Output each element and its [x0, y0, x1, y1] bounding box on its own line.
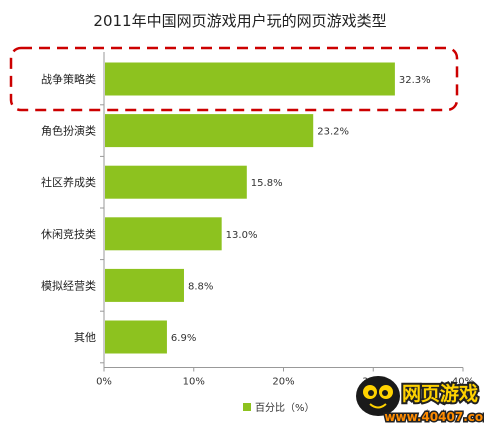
category-label: 战争策略类 — [41, 72, 96, 86]
highlight-box — [9, 46, 459, 112]
x-tick-label: 40% — [452, 377, 474, 388]
x-tick-label: 0% — [96, 377, 112, 388]
category-label: 其他 — [74, 331, 96, 344]
legend-label: 百分比（%） — [255, 402, 315, 414]
bar — [105, 62, 395, 96]
x-tick-label: 20% — [272, 377, 294, 388]
data-label: 6.9% — [171, 333, 196, 344]
data-label: 23.2% — [317, 127, 349, 138]
bar — [105, 217, 222, 251]
site-watermark-logo: 网页游戏 www.40407.com — [356, 376, 484, 426]
watermark-url: www.40407.com — [384, 410, 484, 424]
category-label: 模拟经营类 — [41, 278, 96, 292]
x-tick-label: 10% — [183, 377, 205, 388]
bar — [105, 320, 167, 354]
chart-title: 2011年中国网页游戏用户玩的网页游戏类型 — [93, 12, 386, 30]
legend: 百分比（%） — [243, 402, 315, 414]
bar — [105, 268, 184, 302]
bar — [105, 165, 247, 199]
watermark-title: 网页游戏 — [402, 382, 478, 405]
data-label: 8.8% — [188, 281, 213, 292]
bar — [105, 114, 314, 148]
category-label: 休闲竞技类 — [41, 227, 96, 241]
data-label: 15.8% — [251, 178, 283, 189]
data-label: 32.3% — [399, 75, 431, 86]
data-label: 13.0% — [226, 230, 258, 241]
category-label: 角色扮演类 — [41, 124, 96, 138]
category-label: 社区养成类 — [41, 175, 96, 189]
legend-swatch — [243, 403, 251, 411]
